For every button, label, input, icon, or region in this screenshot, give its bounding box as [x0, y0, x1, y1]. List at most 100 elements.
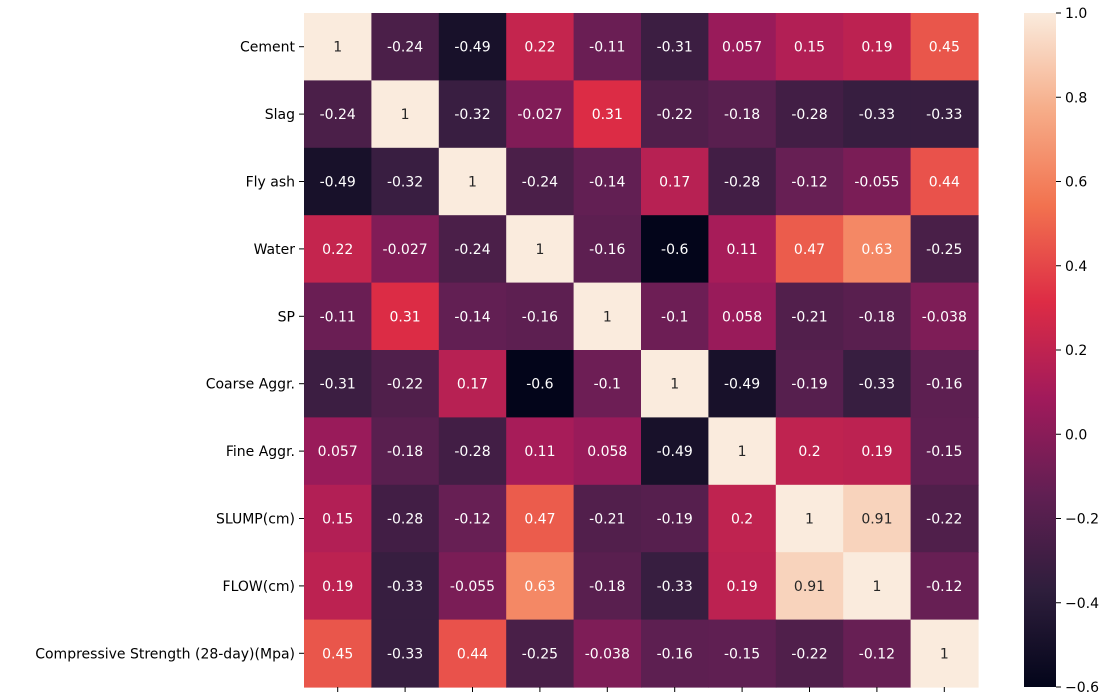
heatmap-cell: [843, 350, 912, 418]
cell-value-label: -0.16: [522, 309, 558, 325]
heatmap-cell: [371, 484, 440, 553]
cell-value-label: 0.19: [322, 579, 353, 595]
heatmap-cell: [506, 282, 575, 351]
cell-value-label: -0.31: [657, 40, 693, 56]
cell-value-label: -0.32: [454, 107, 490, 123]
heatmap-cell: [506, 80, 575, 149]
heatmap-cell: [843, 484, 912, 553]
y-tick-label: Fly ash: [246, 175, 295, 191]
cell-value-label: -0.6: [661, 242, 688, 258]
heatmap-cell: [573, 417, 642, 486]
heatmap-cell: [371, 13, 440, 81]
cell-value-label: 0.057: [722, 40, 762, 56]
heatmap-cell: [573, 80, 642, 149]
heatmap-cell: [506, 13, 575, 81]
heatmap-cell: [506, 619, 575, 688]
cell-value-label: 0.47: [794, 242, 825, 258]
heatmap-cell: [371, 147, 440, 216]
heatmap-cell: [573, 619, 642, 688]
heatmap-cell: [708, 215, 777, 284]
heatmap-cell: [843, 417, 912, 486]
cell-value-label: 1: [468, 175, 477, 191]
heatmap-cell: [843, 552, 912, 621]
heatmap-cell: [775, 147, 844, 216]
cell-value-label: -0.49: [724, 377, 760, 393]
y-tick-label: Slag: [265, 107, 295, 123]
cell-value-label: 0.91: [861, 512, 892, 528]
colorbar-tick-label: 1.0: [1065, 6, 1087, 22]
heatmap-cell: [573, 552, 642, 621]
cell-value-label: -0.12: [859, 646, 895, 662]
cell-value-label: -0.027: [383, 242, 428, 258]
colorbar-tick-label: 0.0: [1065, 427, 1087, 443]
y-tick-label: Compressive Strength (28-day)(Mpa): [35, 646, 295, 662]
heatmap-cell: [910, 147, 979, 216]
cell-value-label: -0.21: [589, 512, 625, 528]
cell-value-label: 1: [738, 444, 747, 460]
heatmap-cell: [843, 80, 912, 149]
cell-value-label: -0.1: [661, 309, 688, 325]
cell-value-label: -0.24: [454, 242, 490, 258]
heatmap-cell: [506, 215, 575, 284]
cell-value-label: -0.038: [585, 646, 630, 662]
colorbar-tick-label: 0.6: [1065, 175, 1087, 191]
cell-value-label: 0.15: [794, 40, 825, 56]
heatmap-cell: [371, 80, 440, 149]
cell-value-label: 0.19: [861, 40, 892, 56]
heatmap-cell: [641, 552, 709, 621]
heatmap-cell: [775, 80, 844, 149]
cell-value-label: -0.15: [926, 444, 962, 460]
heatmap-cell: [708, 417, 777, 486]
heatmap-cell: [708, 350, 777, 418]
heatmap-cell: [775, 552, 844, 621]
colorbar-tick-label: −0.4: [1065, 596, 1099, 612]
cell-value-label: -0.19: [791, 377, 827, 393]
cell-value-label: -0.25: [926, 242, 962, 258]
heatmap-cell: [506, 147, 575, 216]
heatmap-cell: [304, 80, 372, 149]
heatmap-cell: [641, 484, 709, 553]
heatmap-cell: [371, 619, 440, 688]
heatmap-cell: [438, 13, 507, 81]
cell-value-label: 0.058: [722, 309, 762, 325]
cell-value-label: -0.22: [657, 107, 693, 123]
heatmap-cell: [438, 215, 507, 284]
cell-value-label: 0.63: [861, 242, 892, 258]
cell-value-label: 0.31: [592, 107, 623, 123]
cell-value-label: 0.22: [322, 242, 353, 258]
heatmap-cell: [910, 13, 979, 81]
cell-value-label: 0.17: [659, 175, 690, 191]
cell-value-label: -0.22: [926, 512, 962, 528]
heatmap-cell: [843, 619, 912, 688]
cell-value-label: -0.28: [724, 175, 760, 191]
heatmap-cell: [438, 417, 507, 486]
cell-value-label: 0.45: [322, 646, 353, 662]
heatmap-cell: [910, 619, 979, 688]
heatmap-cell: [641, 147, 709, 216]
heatmap-cell: [304, 282, 372, 351]
heatmap-cell: [708, 282, 777, 351]
cell-value-label: 1: [670, 377, 679, 393]
cell-value-label: -0.33: [657, 579, 693, 595]
heatmap-cell: [641, 215, 709, 284]
heatmap-cell: [304, 147, 372, 216]
heatmap-cell: [708, 552, 777, 621]
cell-value-label: -0.21: [791, 309, 827, 325]
cell-value-label: -0.49: [454, 40, 490, 56]
heatmap-cell: [775, 619, 844, 688]
cell-value-label: -0.12: [454, 512, 490, 528]
heatmap-cell: [304, 552, 372, 621]
heatmap-cell: [708, 13, 777, 81]
heatmap-cell: [775, 417, 844, 486]
cell-value-label: 1: [333, 40, 342, 56]
heatmap-cell: [438, 484, 507, 553]
colorbar-tick-label: 0.2: [1065, 343, 1087, 359]
heatmap-cell: [573, 147, 642, 216]
cell-value-label: -0.12: [926, 579, 962, 595]
cell-value-label: -0.28: [387, 512, 423, 528]
y-tick-label: Cement: [240, 40, 296, 56]
heatmap-cell: [304, 484, 372, 553]
cell-value-label: -0.33: [387, 646, 423, 662]
heatmap-cell: [775, 282, 844, 351]
